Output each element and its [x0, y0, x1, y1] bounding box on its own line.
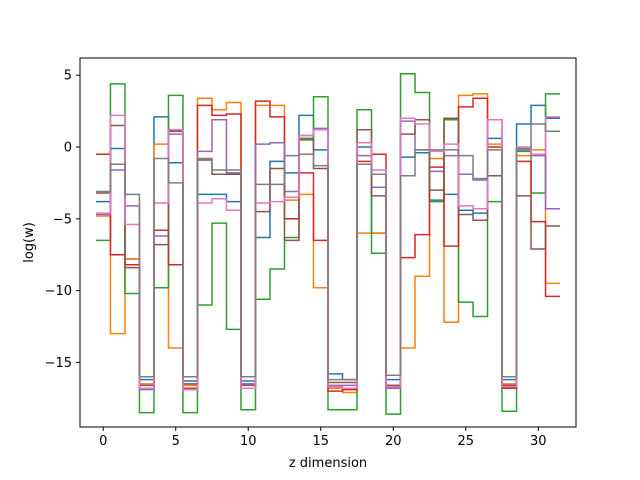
y-axis: 5 0 −5 −10 −15: [45, 69, 80, 371]
x-tick-label: 5: [172, 434, 180, 449]
x-tick-label: 0: [99, 434, 107, 449]
series-line-3: [95, 73, 561, 415]
y-tick-label: −5: [53, 212, 72, 227]
y-tick-label: −15: [45, 356, 72, 371]
y-tick-label: 0: [64, 141, 72, 156]
x-tick-label: 20: [385, 434, 402, 449]
x-axis: 0 5 10 15 20 25 30: [99, 427, 547, 449]
x-tick-label: 25: [458, 434, 475, 449]
y-axis-label: log(w): [22, 222, 37, 263]
x-tick-label: 10: [240, 434, 257, 449]
series-line-8: [95, 123, 561, 381]
x-axis-label: z dimension: [289, 456, 367, 471]
y-tick-label: −10: [45, 284, 72, 299]
y-tick-label: 5: [64, 69, 72, 84]
x-tick-label: 30: [530, 434, 547, 449]
x-tick-label: 15: [312, 434, 329, 449]
plot-frame: [79, 57, 577, 428]
plot-area: [95, 73, 561, 415]
series-line-5: [95, 118, 561, 391]
